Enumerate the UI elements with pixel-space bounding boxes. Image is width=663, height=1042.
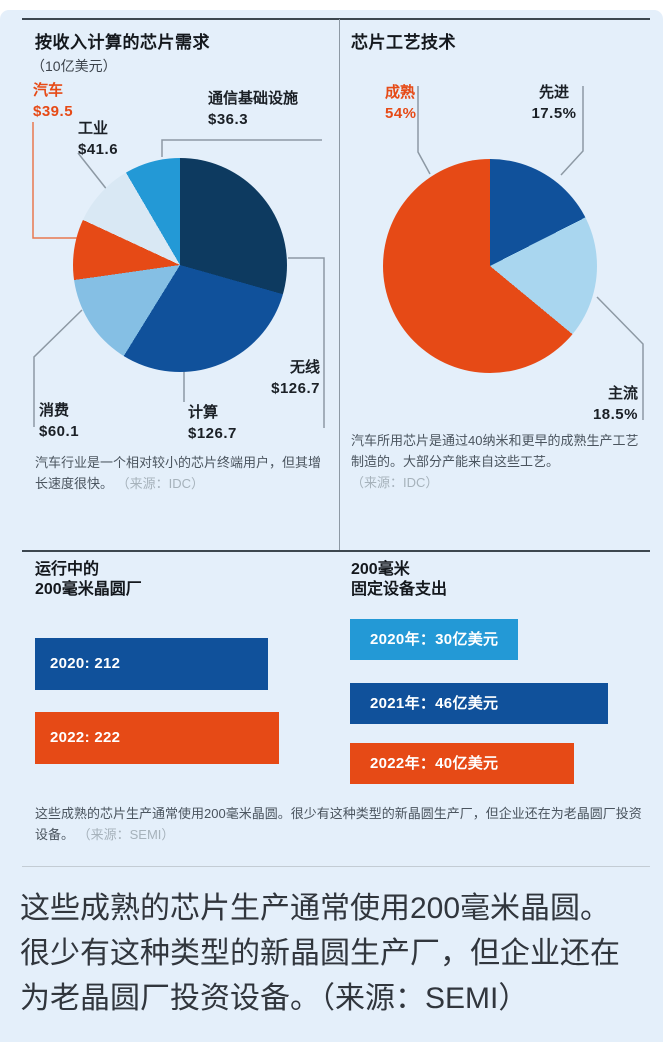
light-divider (22, 866, 650, 867)
pie-chip-demand (73, 158, 287, 372)
callout-advanced-value: 17.5% (531, 105, 577, 122)
fabs-title-line1: 运行中的 (35, 561, 100, 578)
bar-fabs-2020-label: 2020: 212 (50, 655, 121, 672)
infographic-panel: 按收入计算的芯片需求 （10亿美元） 汽车 $39.5 工业 $41.6 通信基… (0, 10, 663, 1042)
callout-industrial-label: 工业 (78, 120, 109, 137)
fabs-title-line2: 200毫米晶圆厂 (35, 581, 142, 598)
process-caption-text: 汽车所用芯片是通过40纳米和更早的成熟生产工艺制造的。大部分产能来自这些工艺。 (351, 433, 639, 469)
footer-caption-source: （来源：SEMI） (77, 827, 175, 842)
callout-advanced-label: 先进 (538, 84, 569, 101)
magnified-caption-line1: 这些成熟的芯片生产通常使用200毫米晶圆。 (20, 892, 611, 925)
callout-line-mature (417, 86, 431, 175)
callout-comm: 通信基础设施 $36.3 (208, 88, 298, 130)
footer-caption-text: 这些成熟的芯片生产通常使用200毫米晶圆。很少有这种类型的新晶圆生产厂，但企业还… (35, 806, 642, 842)
callout-mainstream-value: 18.5% (592, 406, 638, 423)
process-caption-source: （来源：IDC） (351, 475, 439, 490)
callout-line-wireless (288, 257, 325, 428)
bar-spend-2021-label: 2021年：46亿美元 (370, 695, 499, 712)
callout-mainstream: 主流 18.5% (570, 383, 638, 425)
bar-spend-2022-label: 2022年：40亿美元 (370, 755, 499, 772)
spending-title-line2: 固定设备支出 (351, 581, 448, 598)
magnified-caption-line3: 为老晶圆厂投资设备。（来源：SEMI） (20, 982, 529, 1015)
spending-title: 200毫米 固定设备支出 (351, 560, 447, 600)
process-caption: 汽车所用芯片是通过40纳米和更早的成熟生产工艺制造的。大部分产能来自这些工艺。 … (351, 430, 645, 493)
callout-wireless: 无线 $126.7 (240, 357, 320, 399)
callout-wireless-value: $126.7 (271, 380, 320, 397)
callout-wireless-label: 无线 (289, 359, 320, 376)
mid-divider (22, 550, 650, 552)
callout-compute-label: 计算 (188, 404, 219, 421)
callout-advanced: 先进 17.5% (530, 82, 578, 124)
demand-caption-source: （来源：IDC） (116, 476, 205, 491)
bar-spend-2022: 2022年：40亿美元 (350, 743, 574, 784)
footer-caption: 这些成熟的芯片生产通常使用200毫米晶圆。很少有这种类型的新晶圆生产厂，但企业还… (35, 803, 649, 845)
callout-comm-value: $36.3 (208, 111, 249, 128)
pie-process-tech (383, 159, 597, 373)
callout-industrial-value: $41.6 (78, 141, 119, 158)
callout-mature: 成熟 54% (385, 82, 417, 124)
callout-mature-value: 54% (385, 105, 417, 122)
spending-title-line1: 200毫米 (351, 561, 410, 578)
demand-title: 按收入计算的芯片需求 (35, 33, 210, 52)
callout-line-comm (161, 139, 322, 157)
callout-consumer-value: $60.1 (39, 423, 80, 440)
bar-fabs-2022-label: 2022: 222 (50, 729, 121, 746)
demand-caption-text: 汽车行业是一个相对较小的芯片终端用户，但其增长速度很快。 (35, 455, 322, 491)
callout-consumer: 消费 $60.1 (39, 400, 79, 442)
callout-consumer-label: 消费 (39, 402, 70, 419)
bar-spend-2020-label: 2020年：30亿美元 (370, 631, 499, 648)
fabs-title: 运行中的 200毫米晶圆厂 (35, 560, 142, 600)
bar-fabs-2022: 2022: 222 (35, 712, 279, 764)
callout-mature-label: 成熟 (385, 84, 416, 101)
bar-spend-2020: 2020年：30亿美元 (350, 619, 518, 660)
process-title: 芯片工艺技术 (351, 33, 456, 52)
callout-mainstream-label: 主流 (607, 385, 638, 402)
callout-auto-label: 汽车 (33, 82, 64, 99)
callout-auto-value: $39.5 (33, 103, 74, 120)
top-divider (22, 18, 650, 20)
callout-comm-label: 通信基础设施 (208, 90, 299, 107)
bar-fabs-2020: 2020: 212 (35, 638, 268, 690)
magnified-caption-line2: 很少有这种类型的新晶圆生产厂，但企业还在 (20, 937, 620, 970)
bar-spend-2021: 2021年：46亿美元 (350, 683, 608, 724)
callout-industrial: 工业 $41.6 (78, 118, 118, 160)
demand-subtitle: （10亿美元） (31, 58, 117, 74)
callout-auto: 汽车 $39.5 (33, 80, 73, 122)
column-divider (339, 19, 340, 550)
magnified-caption: 这些成熟的芯片生产通常使用200毫米晶圆。 很少有这种类型的新晶圆生产厂，但企业… (20, 886, 652, 1021)
callout-compute: 计算 $126.7 (188, 402, 237, 444)
demand-caption: 汽车行业是一个相对较小的芯片终端用户，但其增长速度很快。 （来源：IDC） (35, 452, 323, 494)
callout-compute-value: $126.7 (188, 425, 237, 442)
